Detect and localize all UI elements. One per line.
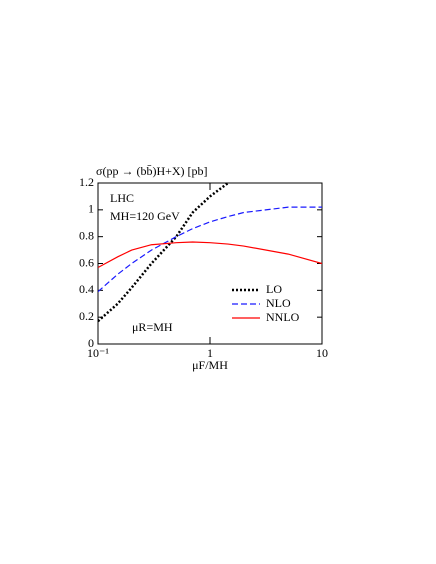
legend-label: NLO: [266, 296, 291, 310]
y-tick-label: 0.8: [79, 228, 94, 242]
y-tick-label: 0: [88, 336, 94, 350]
x-axis-label: μF/MH: [192, 358, 228, 372]
y-tick-label: 0.2: [79, 309, 94, 323]
y-tick-label: 0.6: [79, 255, 94, 269]
x-tick-label: 1: [207, 346, 213, 360]
x-tick-label: 10⁻¹: [87, 346, 109, 360]
series-line: [98, 183, 229, 323]
x-tick-label: 10: [316, 346, 328, 360]
y-tick-label: 0.4: [79, 282, 94, 296]
annotation: LHC: [110, 191, 134, 205]
chart-title: σ(pp → (bb̄)H+X) [pb]: [96, 164, 208, 178]
series-line: [98, 206, 322, 293]
legend-label: NNLO: [266, 310, 300, 324]
annotation: MH=120 GeV: [110, 209, 180, 223]
annotation: μR=MH: [132, 320, 173, 334]
y-tick-label: 1: [88, 202, 94, 216]
series-line: [98, 241, 322, 269]
legend-label: LO: [266, 282, 282, 296]
y-tick-label: 1.2: [79, 175, 94, 189]
